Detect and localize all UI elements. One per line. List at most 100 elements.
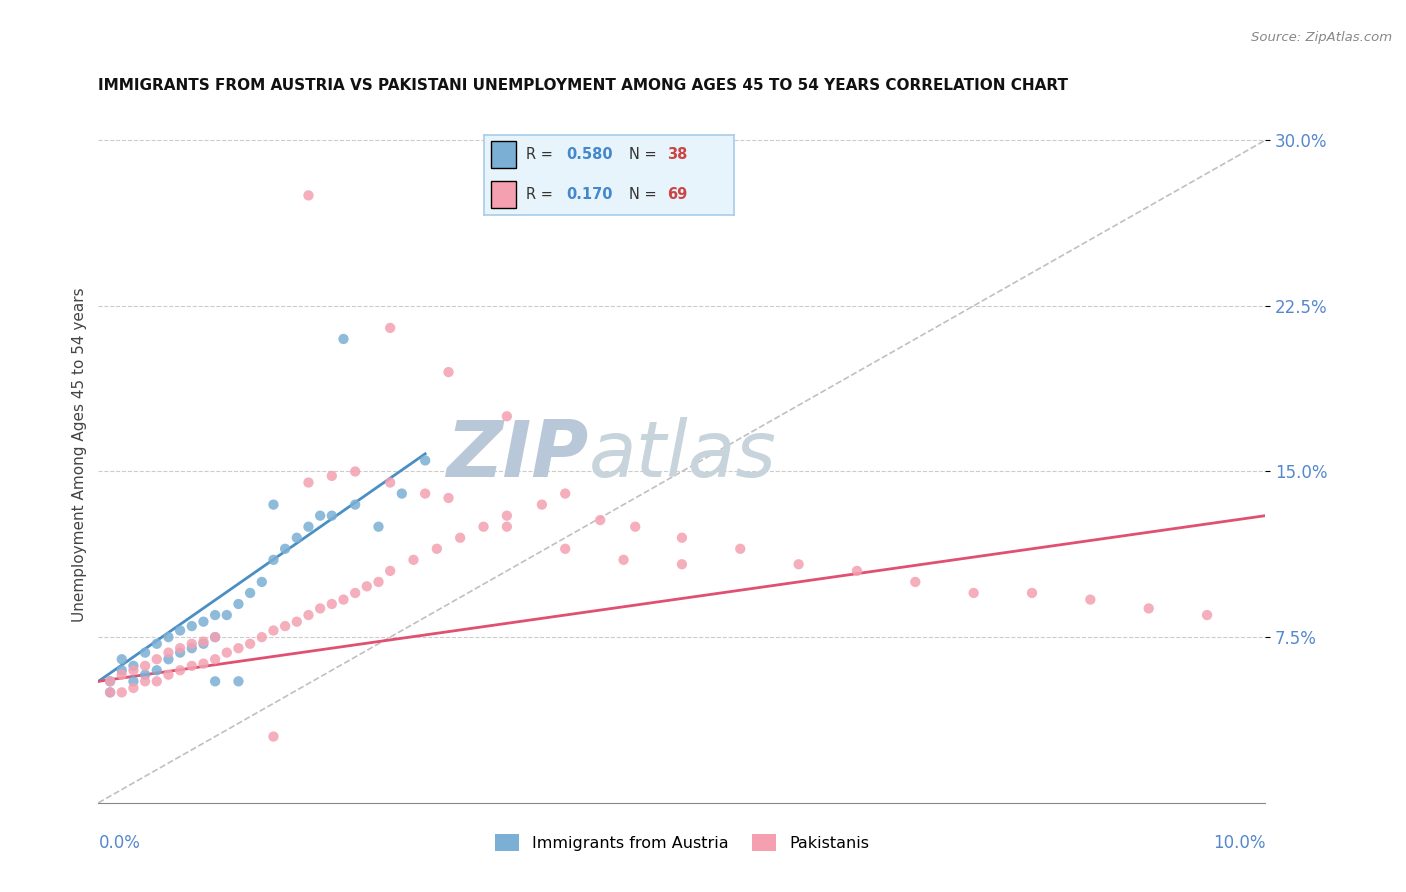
Point — [134, 667, 156, 681]
Point — [250, 630, 273, 644]
Text: 10.0%: 10.0% — [1213, 834, 1265, 852]
Point — [134, 674, 156, 689]
Point — [413, 453, 436, 467]
Point — [285, 531, 308, 545]
Point — [356, 579, 378, 593]
Point — [846, 564, 869, 578]
Point — [98, 685, 121, 699]
Point — [321, 469, 343, 483]
Point — [437, 491, 460, 505]
Point — [193, 637, 215, 651]
Point — [962, 586, 984, 600]
Point — [169, 646, 191, 660]
Point — [671, 531, 693, 545]
Point — [157, 646, 180, 660]
Point — [449, 531, 471, 545]
Point — [554, 486, 576, 500]
Point — [180, 619, 202, 633]
Point — [402, 553, 425, 567]
Point — [169, 663, 191, 677]
Point — [904, 574, 927, 589]
Point — [228, 674, 250, 689]
Point — [122, 663, 145, 677]
Point — [671, 558, 693, 572]
Text: IMMIGRANTS FROM AUSTRIA VS PAKISTANI UNEMPLOYMENT AMONG AGES 45 TO 54 YEARS CORR: IMMIGRANTS FROM AUSTRIA VS PAKISTANI UNE… — [98, 78, 1069, 94]
Point — [111, 685, 134, 699]
Point — [297, 475, 319, 490]
Point — [1021, 586, 1043, 600]
Point — [730, 541, 752, 556]
Point — [180, 637, 202, 651]
Legend: Immigrants from Austria, Pakistanis: Immigrants from Austria, Pakistanis — [488, 828, 876, 857]
Point — [380, 321, 402, 335]
Point — [274, 541, 297, 556]
Point — [215, 608, 238, 623]
Point — [309, 508, 332, 523]
Point — [204, 674, 226, 689]
Point — [589, 513, 612, 527]
Point — [344, 465, 367, 479]
Point — [496, 519, 519, 533]
Point — [134, 658, 156, 673]
Point — [228, 597, 250, 611]
Point — [321, 597, 343, 611]
Y-axis label: Unemployment Among Ages 45 to 54 years: Unemployment Among Ages 45 to 54 years — [72, 287, 87, 623]
Text: Source: ZipAtlas.com: Source: ZipAtlas.com — [1251, 31, 1392, 45]
Point — [262, 553, 284, 567]
Point — [111, 667, 134, 681]
Point — [204, 608, 226, 623]
Point — [146, 674, 169, 689]
Point — [262, 498, 284, 512]
Point — [180, 641, 202, 656]
Point — [193, 634, 215, 648]
Point — [180, 658, 202, 673]
Point — [496, 409, 519, 424]
Point — [297, 608, 319, 623]
Point — [285, 615, 308, 629]
Point — [1080, 592, 1102, 607]
Point — [146, 652, 169, 666]
Point — [530, 498, 553, 512]
Point — [332, 592, 354, 607]
Point — [344, 498, 367, 512]
Text: ZIP: ZIP — [446, 417, 589, 493]
Point — [612, 553, 634, 567]
Point — [215, 646, 238, 660]
Point — [122, 658, 145, 673]
Point — [380, 475, 402, 490]
Point — [193, 657, 215, 671]
Point — [297, 188, 319, 202]
Point — [98, 685, 121, 699]
Point — [332, 332, 354, 346]
Point — [1195, 608, 1218, 623]
Point — [344, 586, 367, 600]
Text: atlas: atlas — [589, 417, 776, 493]
Point — [157, 667, 180, 681]
Point — [321, 508, 343, 523]
Point — [367, 574, 389, 589]
Point — [496, 508, 519, 523]
Point — [169, 641, 191, 656]
Point — [204, 652, 226, 666]
Point — [391, 486, 413, 500]
Point — [367, 519, 389, 533]
Point — [157, 652, 180, 666]
Point — [262, 624, 284, 638]
Point — [472, 519, 495, 533]
Point — [204, 630, 226, 644]
Point — [1137, 601, 1160, 615]
Point — [309, 601, 332, 615]
Point — [146, 663, 169, 677]
Point — [193, 615, 215, 629]
Point — [426, 541, 449, 556]
Point — [239, 637, 262, 651]
Point — [274, 619, 297, 633]
Point — [134, 646, 156, 660]
Point — [239, 586, 262, 600]
Point — [297, 519, 319, 533]
Point — [380, 564, 402, 578]
Point — [122, 674, 145, 689]
Point — [554, 541, 576, 556]
Point — [787, 558, 810, 572]
Point — [157, 630, 180, 644]
